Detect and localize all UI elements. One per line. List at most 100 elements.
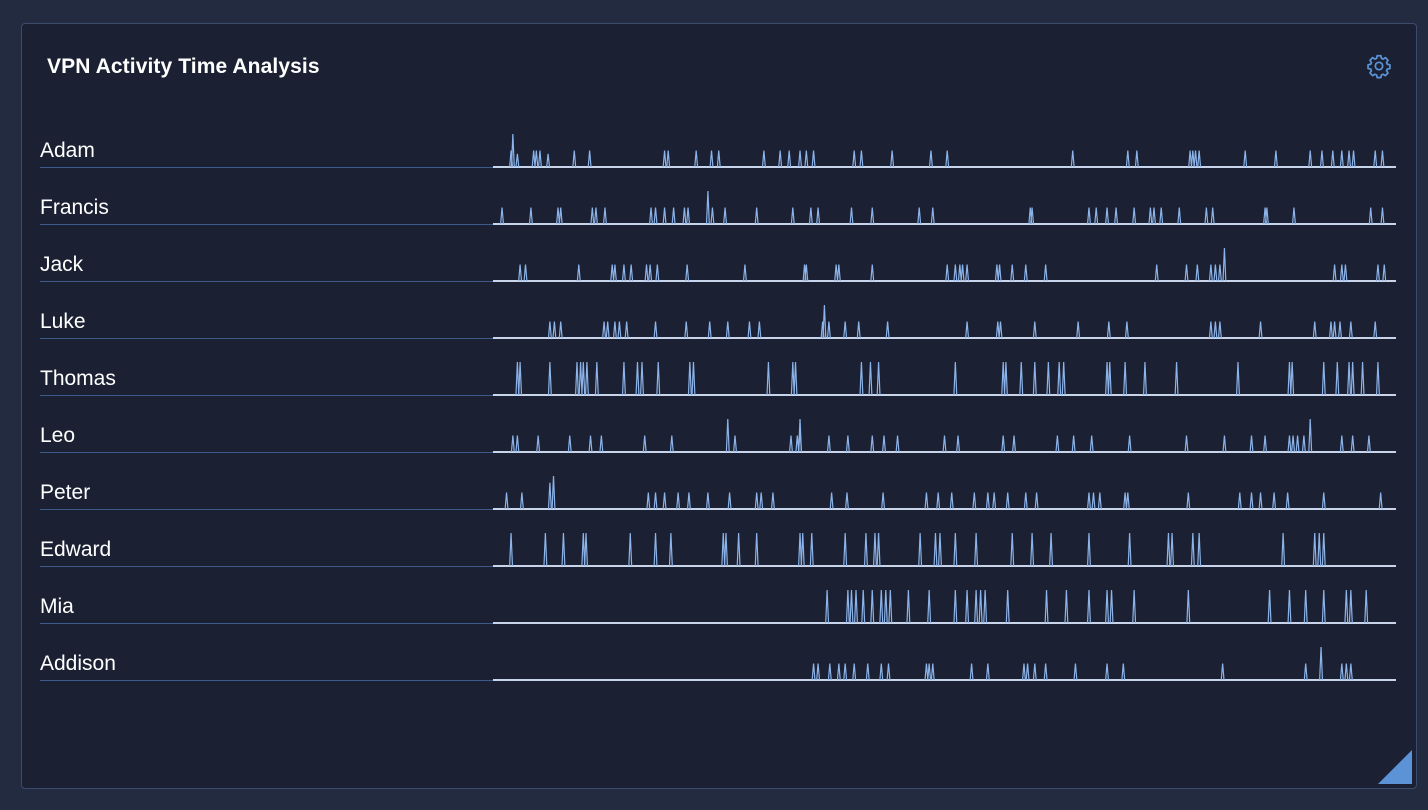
activity-spike [1125,150,1130,168]
activity-spike [1312,321,1317,339]
activity-spike [1281,532,1286,567]
activity-spike [1127,435,1132,453]
activity-spike [930,207,935,225]
activity-spike [1237,492,1242,510]
activity-spike [1197,532,1202,567]
activity-spike [1132,589,1137,624]
activity-spike [676,492,681,510]
activity-spike [686,207,691,225]
activity-spike [710,207,715,225]
activity-spike [804,264,809,282]
activity-spike [816,663,821,681]
activity-spike [1142,361,1147,396]
activity-spike [882,435,886,453]
activity-spike [1127,532,1132,567]
activity-spike [551,475,556,510]
activity-spike [1312,532,1317,567]
activity-spike [584,361,589,396]
activity-spike [849,589,854,624]
activity-spike [705,492,710,510]
activity-spike [1030,207,1035,225]
activity-spike [662,492,667,510]
activity-spike [1012,435,1017,453]
user-label: Addison [40,652,116,675]
activity-spike [1249,492,1254,510]
activity-spike [646,492,651,510]
activity-spike [1339,150,1344,168]
user-row-addison: Addison [40,646,1396,681]
user-label: Francis [40,196,109,219]
activity-spike [998,321,1003,339]
resize-handle-icon[interactable] [1378,750,1412,784]
activity-spike [953,589,958,624]
activity-spike [876,532,881,567]
activity-spike [1375,264,1380,282]
activity-spike [886,663,891,681]
activity-spike [1121,663,1126,681]
activity-spike [1105,361,1110,396]
activity-spike [1005,492,1010,510]
user-row-luke: Luke [40,304,1396,339]
activity-spike [1235,361,1240,396]
activity-spike [927,663,932,681]
activity-spike [635,361,640,396]
user-row-francis: Francis [40,190,1396,225]
activity-spike [515,153,520,168]
activity-spike [1105,589,1110,624]
activity-spike [918,532,923,567]
activity-spike [826,321,831,339]
activity-spike [1332,264,1337,282]
activity-spike [686,492,691,510]
activity-spike [528,207,533,225]
activity-spike [861,589,866,624]
activity-spike [1213,264,1218,282]
activity-spike [974,532,979,567]
activity-spike [942,435,947,453]
activity-spike [552,321,557,339]
activity-spike [1217,264,1222,282]
activity-spike [953,361,958,396]
activity-spike [1154,264,1159,282]
activity-spike [547,482,552,510]
activity-spike [1332,321,1337,339]
activity-spike [709,150,714,168]
activity-spike [519,492,524,510]
activity-spike [612,264,617,282]
user-label: Peter [40,481,90,504]
activity-spike [1328,321,1333,339]
activity-spike [1338,321,1343,339]
activity-spike [983,589,988,624]
activity-spike [1350,435,1355,453]
activity-spike [1364,589,1369,624]
activity-spike [1348,589,1353,624]
activity-spike [836,663,841,681]
activity-spike [1109,589,1114,624]
user-label: Thomas [40,367,116,390]
activity-spike [723,532,728,567]
activity-spike [965,321,970,339]
activity-spike [1023,492,1028,510]
activity-spike [822,304,827,339]
activity-spike [707,321,712,339]
gear-icon[interactable] [1366,53,1392,79]
activity-spike [843,532,848,567]
activity-spike [1025,663,1030,681]
activity-spike [1287,361,1292,396]
activity-spike [956,435,961,453]
activity-spike [811,663,816,681]
activity-spike [1308,418,1313,453]
activity-spike [547,361,552,396]
user-label: Jack [40,253,84,276]
activity-spike [588,435,593,453]
activity-spike [705,190,710,225]
activity-spike [754,532,759,567]
activity-spike [1114,207,1119,225]
activity-spike [1360,361,1365,396]
activity-spike [1301,435,1306,453]
activity-spike [1097,492,1102,510]
activity-spike [870,207,875,225]
activity-spike [558,321,563,339]
activity-spike [1125,492,1130,510]
activity-spike [1204,207,1209,225]
activity-spike [924,663,929,681]
